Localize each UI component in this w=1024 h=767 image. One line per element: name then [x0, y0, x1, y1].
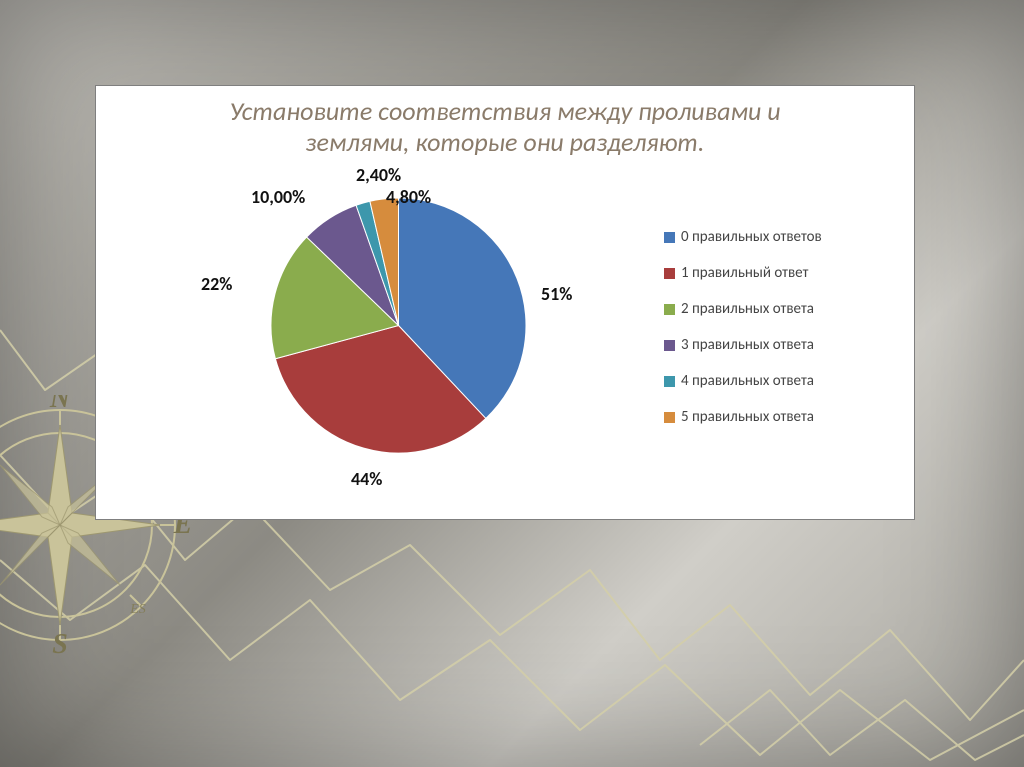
svg-text:ES: ES	[129, 602, 146, 617]
legend-swatch-1	[664, 268, 675, 279]
legend-item-1: 1 правильный ответ	[664, 264, 889, 282]
chart-title: Установите соответствия между проливами …	[225, 96, 785, 158]
slice-label-0: 51%	[541, 283, 572, 305]
legend-item-3: 3 правильных ответа	[664, 336, 889, 354]
legend-label-4: 4 правильных ответа	[681, 372, 814, 390]
svg-text:S: S	[52, 629, 68, 655]
pie-wrap	[271, 198, 526, 453]
legend-label-0: 0 правильных ответов	[681, 228, 822, 246]
legend-swatch-5	[664, 412, 675, 423]
legend-label-2: 2 правильных ответа	[681, 300, 814, 318]
legend: 0 правильных ответов 1 правильный ответ …	[664, 228, 889, 444]
legend-label-1: 1 правильный ответ	[681, 264, 808, 282]
slide-background: N S E W NW NE SW ES Установите соответст…	[0, 0, 1024, 767]
legend-item-2: 2 правильных ответа	[664, 300, 889, 318]
legend-item-0: 0 правильных ответов	[664, 228, 889, 246]
slice-label-4: 2,40%	[356, 164, 401, 186]
legend-swatch-4	[664, 376, 675, 387]
slice-label-1: 44%	[351, 468, 382, 490]
legend-swatch-2	[664, 304, 675, 315]
legend-label-3: 3 правильных ответа	[681, 336, 814, 354]
legend-item-5: 5 правильных ответа	[664, 408, 889, 426]
legend-item-4: 4 правильных ответа	[664, 372, 889, 390]
slice-label-3: 10,00%	[251, 186, 305, 208]
svg-text:N: N	[49, 395, 72, 414]
legend-swatch-0	[664, 232, 675, 243]
legend-label-5: 5 правильных ответа	[681, 408, 814, 426]
legend-swatch-3	[664, 340, 675, 351]
slice-label-2: 22%	[201, 273, 232, 295]
pie-chart	[271, 198, 526, 453]
chart-area: 51% 44% 22% 10,00% 2,40% 4,80% 0 правиль…	[96, 158, 914, 488]
slice-label-5: 4,80%	[386, 186, 431, 208]
chart-panel: Установите соответствия между проливами …	[95, 85, 915, 520]
